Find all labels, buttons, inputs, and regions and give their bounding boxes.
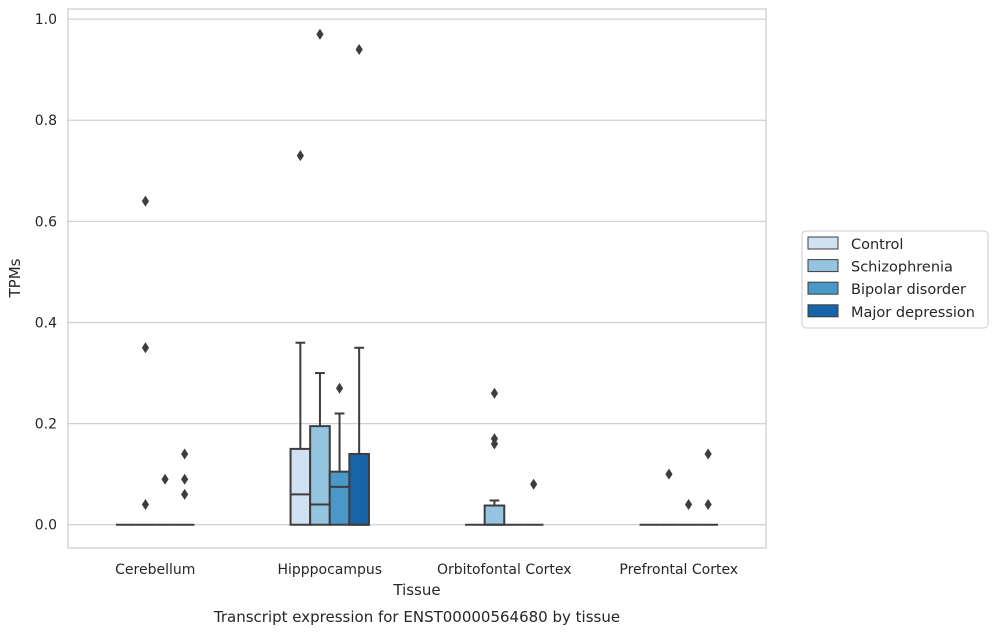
y-tick-labels: 0.0 0.2 0.4 0.6 0.8 1.0: [35, 12, 57, 534]
y-tick-label: 0.4: [35, 315, 57, 331]
x-axis-label: Tissue: [392, 581, 440, 599]
legend-frame: [801, 230, 989, 329]
outlier-point: [355, 43, 363, 55]
box: [328, 470, 351, 526]
y-tick-label: 0.6: [35, 214, 57, 230]
x-tick-label: Cerebellum: [115, 562, 195, 578]
outlier-point: [141, 342, 150, 354]
outlier-point: [490, 387, 499, 399]
outlier-point: [181, 448, 189, 460]
legend: Control Schizophrenia Bipolar disorder Majo…: [801, 230, 989, 329]
plot-area: [68, 9, 766, 548]
outlier-point: [316, 28, 324, 40]
box: [289, 447, 312, 526]
outlier-point: [141, 499, 150, 511]
y-tick-label: 0.2: [35, 417, 57, 433]
y-tick-label: 0.8: [35, 113, 57, 129]
legend-swatch: [807, 259, 839, 273]
box-series: [116, 28, 718, 526]
outlier-point: [181, 488, 189, 500]
outlier-point: [161, 473, 169, 485]
box: [309, 425, 331, 526]
outlier-point: [704, 448, 712, 460]
x-tick-label: Orbitofontal Cortex: [437, 562, 572, 578]
x-tick-label: Prefrontal Cortex: [619, 562, 738, 578]
legend-label: Bipolar disorder: [851, 282, 966, 298]
x-tick-label: Hipppocampus: [277, 562, 382, 578]
y-tick-label: 1.0: [35, 12, 57, 28]
legend-swatch: [807, 236, 839, 250]
plot-frame: [67, 8, 767, 549]
box: [348, 452, 370, 526]
box: [483, 504, 506, 526]
legend-label: Control: [851, 237, 903, 253]
outlier-point: [296, 150, 304, 162]
figure-caption: Transcript expression for ENST0000056468…: [213, 608, 620, 626]
legend-swatch: [807, 304, 839, 318]
y-axis-label: TPMs: [6, 258, 24, 298]
outlier-point: [530, 478, 538, 490]
legend-label: Schizophrenia: [851, 260, 953, 276]
x-tick-labels: Cerebellum Hipppocampus Orbitofontal Corte…: [115, 562, 738, 578]
outlier-point: [335, 382, 344, 394]
outlier-point: [665, 468, 673, 480]
outlier-point: [181, 473, 189, 485]
outlier-point: [141, 195, 150, 207]
legend-label: Major depression: [851, 305, 975, 321]
outlier-point: [490, 438, 499, 450]
outlier-point: [704, 499, 712, 511]
outlier-point: [684, 499, 693, 511]
legend-swatch: [807, 281, 839, 295]
y-tick-label: 0.0: [35, 518, 57, 534]
